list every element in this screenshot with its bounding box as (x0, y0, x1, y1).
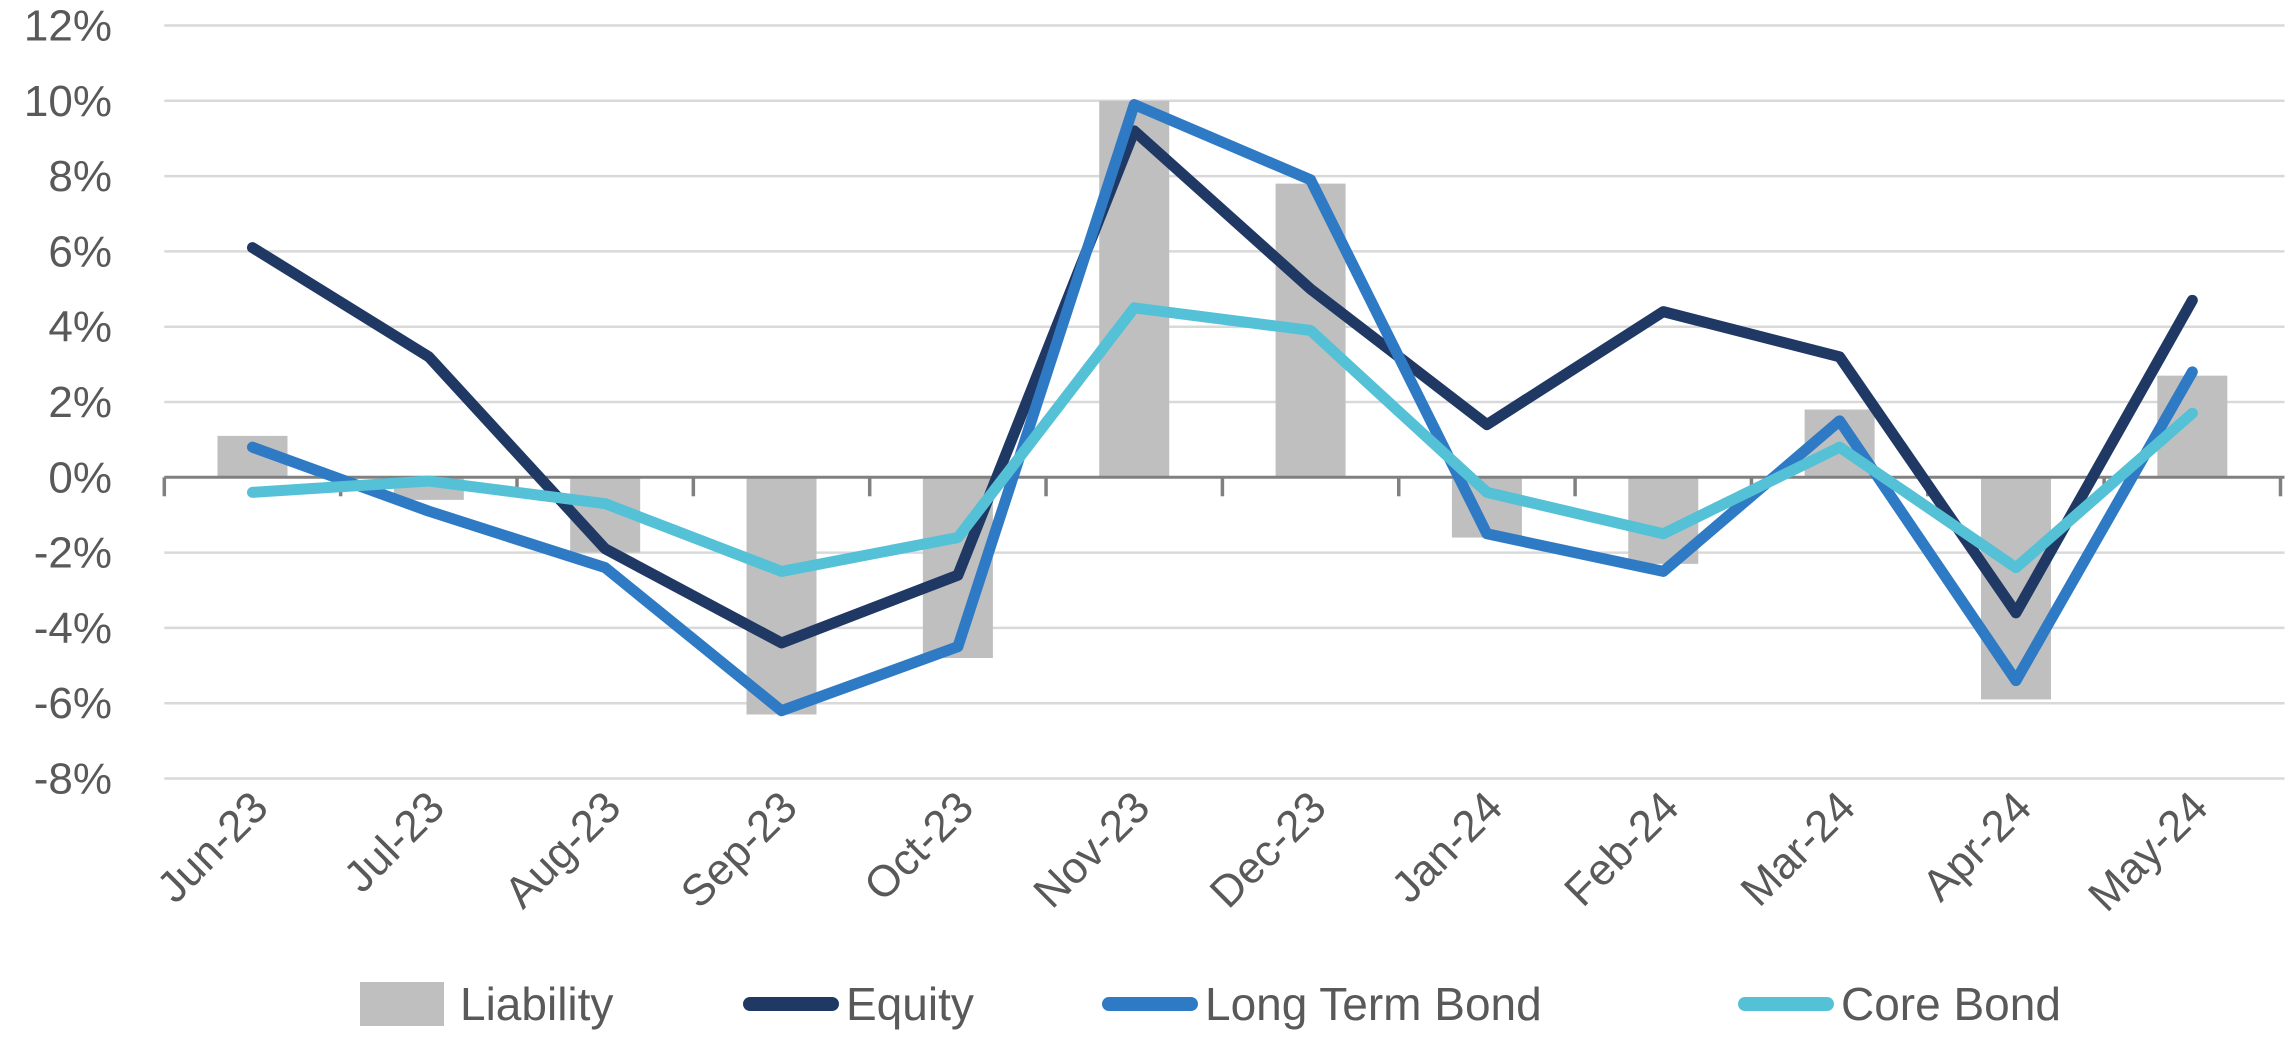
bar-liability-May-24 (2157, 375, 2228, 478)
legend-label-equity: Equity (846, 978, 974, 1030)
y-axis-label: 2% (48, 378, 112, 427)
bar-liability-Sep-23 (746, 477, 817, 715)
y-axis-label: 0% (48, 453, 112, 502)
y-axis-label: 8% (48, 152, 112, 201)
x-axis-label: Sep-23 (672, 782, 807, 917)
y-axis-label: -4% (34, 604, 112, 653)
x-axis-label: Jul-23 (335, 782, 454, 901)
bar-liability-Apr-24 (1980, 477, 2051, 700)
x-axis-label: Mar-24 (1731, 782, 1864, 915)
x-axis-label: Oct-23 (855, 782, 983, 910)
y-axis-label: 10% (24, 77, 112, 126)
x-axis-label: May-24 (2079, 782, 2217, 920)
x-axis-label: Feb-24 (1555, 782, 1688, 915)
x-axis-label: Aug-23 (495, 782, 630, 917)
y-axis-label: 6% (48, 227, 112, 276)
line-long-term-bond (246, 99, 2198, 717)
y-axis-label: 12% (24, 2, 112, 51)
x-axis-label: Dec-23 (1201, 782, 1336, 917)
y-axis-label: -2% (34, 529, 112, 578)
legend-swatch-liability (360, 982, 444, 1026)
x-axis-label: Apr-24 (1913, 782, 2041, 910)
line-core-bond (246, 302, 2198, 577)
legend-label-liability: Liability (460, 978, 613, 1030)
legend-label-long-term-bond: Long Term Bond (1205, 978, 1542, 1030)
x-axis-label: Nov-23 (1024, 782, 1159, 917)
legend-label-core-bond: Core Bond (1841, 978, 2061, 1030)
y-axis-label: -6% (34, 679, 112, 728)
x-axis-label: Jan-24 (1382, 782, 1512, 912)
line-equity (246, 125, 2198, 649)
x-axis-label: Jun-23 (148, 782, 278, 912)
y-axis-label: -8% (34, 755, 112, 804)
y-axis-label: 4% (48, 303, 112, 352)
